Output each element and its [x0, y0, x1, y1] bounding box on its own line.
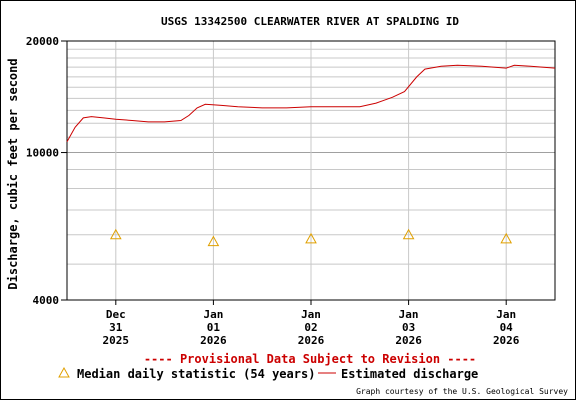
x-tick-label: 03	[402, 321, 415, 334]
y-tick-label: 20000	[26, 35, 59, 48]
x-tick-label: 2026	[493, 334, 520, 347]
x-tick-label: Jan	[496, 308, 516, 321]
series-estimated-discharge-line	[66, 64, 556, 142]
x-tick-label: Jan	[399, 308, 419, 321]
y-axis-label: Discharge, cubic feet per second	[6, 58, 20, 289]
x-tick-label: 2026	[395, 334, 422, 347]
x-tick-label: 2025	[103, 334, 130, 347]
x-tick-label: Jan	[203, 308, 223, 321]
x-tick-label: 02	[304, 321, 317, 334]
x-tick-label: Dec	[106, 308, 126, 321]
x-axis-ticks: Dec312025Jan012026Jan022026Jan032026Jan0…	[103, 300, 520, 347]
median-point-marker	[305, 232, 317, 244]
x-tick-label: Jan	[301, 308, 321, 321]
x-tick-label: 01	[207, 321, 221, 334]
legend-estimated-label: Estimated discharge	[341, 367, 478, 381]
series-layer	[66, 64, 556, 247]
median-point-marker	[207, 235, 220, 247]
grid	[67, 41, 555, 300]
legend-median-label: Median daily statistic (54 years)	[77, 367, 315, 381]
median-point-marker	[402, 228, 415, 240]
median-point-marker	[109, 228, 122, 240]
median-point-marker	[500, 232, 513, 244]
x-tick-label: 31	[109, 321, 123, 334]
chart-title: USGS 13342500 CLEARWATER RIVER AT SPALDI…	[161, 15, 459, 28]
x-tick-label: 2026	[200, 334, 227, 347]
credit-text: Graph courtesy of the U.S. Geological Su…	[356, 387, 568, 396]
y-tick-label: 10000	[26, 147, 59, 160]
x-tick-label: 04	[500, 321, 514, 334]
x-tick-label: 2026	[298, 334, 325, 347]
provisional-note: ---- Provisional Data Subject to Revisio…	[144, 352, 476, 366]
legend: Median daily statistic (54 years) Estima…	[58, 366, 478, 381]
y-tick-label: 4000	[33, 294, 60, 307]
legend-triangle-icon	[58, 366, 70, 378]
y-axis-ticks: 20000 10000 4000	[26, 35, 67, 307]
